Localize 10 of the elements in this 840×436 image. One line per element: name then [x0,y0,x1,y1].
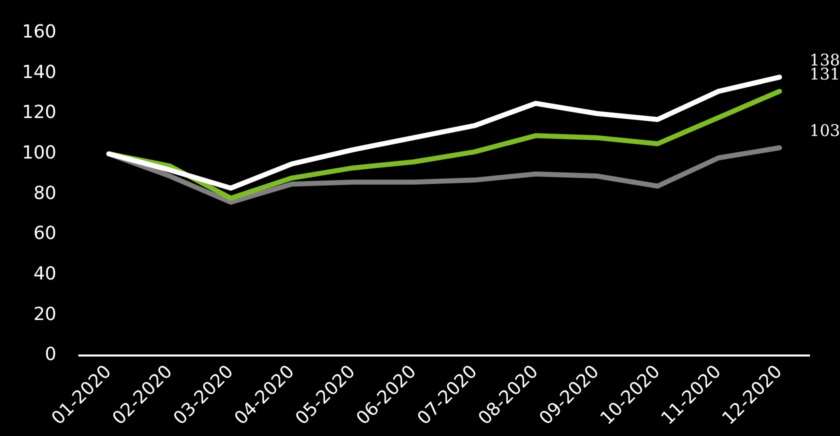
y-tick-label: 100 [22,142,56,164]
y-tick-label: 80 [33,182,56,204]
y-tick-label: 40 [33,264,56,285]
y-tick-label: 20 [33,304,56,325]
y-tick-label: 140 [22,62,56,83]
data-label: 103 [810,120,840,140]
y-tick-label: 60 [33,223,56,244]
y-tick-label: 0 [44,344,56,366]
y-tick-label: 120 [22,102,56,124]
y-tick-label: 160 [22,21,56,42]
